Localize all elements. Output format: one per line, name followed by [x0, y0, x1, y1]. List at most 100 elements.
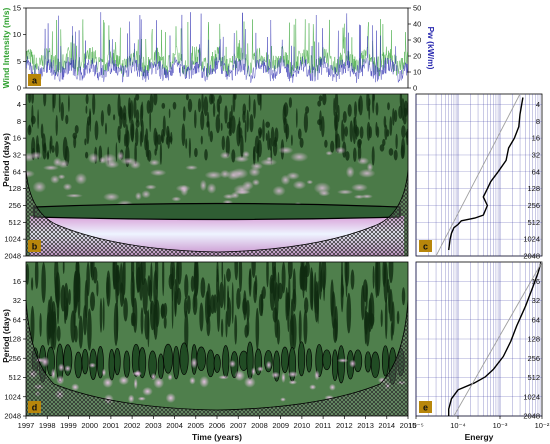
panel-e-global-spectrum-line [448, 261, 542, 416]
wavelet-power-patch [86, 120, 90, 145]
wavelet-power-patch [401, 287, 406, 306]
wavelet-power-patch [221, 262, 224, 284]
wavelet-power-patch [320, 269, 323, 293]
wavelet-power-highlight [52, 157, 62, 167]
wavelet-power-highlight [102, 377, 114, 389]
wavelet-power-highlight [40, 356, 50, 368]
wavelet-power-patch [392, 108, 395, 126]
panel-e-y-ticks: 16 32 64 128 256 512 1024 2048 [523, 277, 540, 421]
wavelet-power-patch [200, 277, 206, 298]
panel-d-y-tick-label: 128 [8, 335, 21, 344]
panel-d-heatmap [26, 262, 408, 416]
panel-d-x-tick-label: 1998 [39, 421, 56, 430]
wavelet-power-patch [51, 311, 57, 350]
wavelet-power-patch [257, 94, 262, 106]
wavelet-power-patch [197, 98, 202, 113]
panel-d-significant-region [353, 349, 363, 373]
wavelet-power-patch [269, 277, 275, 311]
wavelet-power-patch [357, 138, 362, 146]
wavelet-power-highlight [50, 175, 60, 184]
wavelet-power-patch [335, 125, 338, 148]
wavelet-power-patch [200, 135, 203, 145]
wavelet-power-patch [165, 136, 169, 145]
panel-d-significant-region [213, 353, 221, 373]
panel-b-label-bg [28, 240, 41, 252]
wavelet-power-patch [299, 137, 304, 148]
panel-d-x-tick-label: 2003 [145, 421, 162, 430]
panel-b-texture [26, 94, 408, 209]
wavelet-power-patch [72, 132, 78, 139]
wavelet-power-patch [30, 277, 34, 291]
wavelet-power-patch [187, 98, 193, 113]
wavelet-power-patch [295, 108, 298, 128]
wavelet-power-highlight [58, 363, 65, 372]
wavelet-power-highlight [189, 376, 196, 385]
wavelet-power-patch [37, 109, 39, 129]
wavelet-power-highlight [220, 169, 230, 179]
panel-d-x-tick-label: 2004 [166, 421, 183, 430]
panel-d-significant-region [81, 348, 89, 375]
wavelet-power-patch [343, 123, 345, 144]
wavelet-power-patch [298, 128, 302, 140]
wavelet-power-highlight [278, 146, 294, 154]
wavelet-power-patch [334, 94, 339, 115]
panel-d-significant-region [337, 345, 345, 384]
panel-c-frame [415, 93, 543, 257]
panel-e-y-tick-label: 64 [532, 315, 540, 324]
panel-e: 16 32 64 128 256 512 1024 2048 10⁻⁵ 10⁻⁴ 10⁻³ 10⁻²… [408, 261, 550, 442]
panel-b-y-tick-label: 1024 [4, 235, 21, 244]
wavelet-power-patch [233, 94, 237, 100]
panel-d-x-tick-label: 2000 [81, 421, 98, 430]
wavelet-power-highlight [206, 183, 217, 194]
wavelet-power-highlight [129, 160, 141, 170]
wavelet-power-patch [62, 262, 65, 274]
wavelet-power-patch [133, 97, 137, 119]
panel-b-y-tick-label: 512 [8, 218, 21, 227]
wavelet-power-patch [227, 290, 230, 310]
wavelet-power-patch [30, 305, 35, 344]
wavelet-power-patch [117, 94, 121, 117]
panel-d-x-tick-label: 1997 [18, 421, 35, 430]
wavelet-power-patch [47, 150, 49, 158]
panel-e-label: e [423, 403, 428, 413]
wavelet-power-patch [384, 263, 387, 284]
wavelet-power-patch [194, 109, 197, 129]
wavelet-power-highlight [57, 174, 66, 180]
wavelet-power-patch [380, 309, 383, 328]
panel-c-y-tick-label: 32 [532, 150, 540, 159]
wavelet-power-patch [200, 110, 205, 131]
wavelet-power-patch [86, 262, 90, 297]
panel-d-x-tick-label: 2001 [103, 421, 120, 430]
wavelet-power-patch [65, 114, 69, 125]
wavelet-power-patch [253, 99, 256, 119]
wavelet-power-patch [359, 126, 364, 139]
wavelet-power-highlight [190, 357, 198, 369]
wavelet-power-highlight [101, 368, 107, 377]
wavelet-power-highlight [234, 370, 246, 382]
wavelet-power-highlight [26, 169, 35, 178]
wavelet-power-patch [406, 128, 408, 146]
wavelet-power-patch [163, 315, 167, 329]
wavelet-power-patch [358, 98, 361, 112]
wavelet-power-patch [379, 144, 385, 152]
wavelet-power-highlight [351, 183, 368, 192]
panel-b-y-tick-label: 4 [17, 100, 21, 109]
panel-b-y-ticks: 4 8 16 32 64 128 256 512 1024 2048 [4, 100, 26, 261]
wavelet-power-patch [68, 289, 71, 305]
wavelet-power-patch [47, 299, 52, 340]
wavelet-power-patch [40, 123, 44, 139]
wavelet-power-patch [85, 94, 89, 105]
wavelet-power-patch [68, 94, 70, 112]
wavelet-power-patch [218, 95, 222, 104]
wavelet-power-highlight [242, 150, 250, 158]
wavelet-power-patch [234, 314, 238, 345]
wavelet-power-patch [85, 105, 88, 114]
wavelet-power-patch [74, 325, 78, 343]
wavelet-power-patch [216, 289, 221, 333]
wavelet-power-patch [221, 135, 225, 151]
wavelet-power-patch [384, 296, 388, 340]
panel-e-y-tick-label: 2048 [523, 412, 540, 421]
wavelet-power-patch [153, 269, 159, 308]
wavelet-power-patch [185, 138, 188, 149]
wavelet-power-highlight [32, 181, 47, 193]
